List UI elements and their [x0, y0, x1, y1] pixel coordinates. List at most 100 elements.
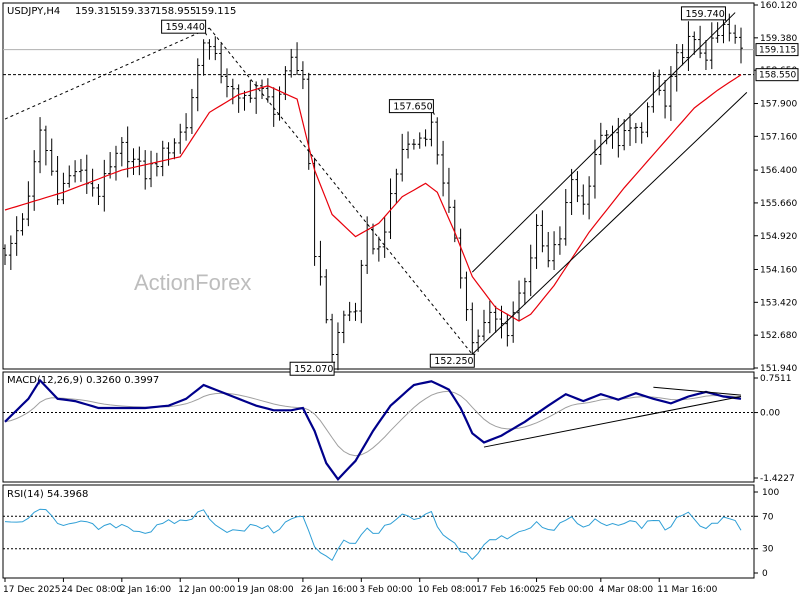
ohlc-bar — [517, 280, 522, 321]
macd-y-axis: 0.7511 0.00 -1.4227 — [754, 374, 795, 484]
ohlc-bar — [546, 231, 551, 268]
ohlc-bar — [184, 113, 189, 141]
ohlc-bar — [213, 36, 218, 61]
ohlc-bar — [324, 269, 329, 324]
ohlc-bar — [166, 142, 171, 166]
annotation-text: 152.070 — [294, 364, 333, 375]
macd-panel-frame — [2, 371, 755, 483]
ohlc-bar — [61, 172, 66, 205]
y-tick-label: 157.160 — [760, 132, 797, 142]
ohlc-bar — [295, 42, 300, 75]
ohlc-bar — [143, 150, 148, 190]
rsi-tick-label: 100 — [762, 488, 779, 498]
ohlc-bar — [680, 44, 685, 66]
ohlc-bar — [353, 302, 358, 321]
price-tag-text: 158.550 — [759, 71, 796, 81]
ohlc-bar — [435, 117, 440, 165]
x-tick-label: 24 Dec 08:00 — [61, 585, 122, 595]
y-tick-label: 153.420 — [760, 298, 797, 308]
ohlc-bar — [38, 117, 43, 174]
macd-tick-label: 0.00 — [760, 409, 780, 419]
price-annotations: 159.440 152.070 157.650 152.250 159.740 — [161, 6, 727, 376]
annotation-text: 157.650 — [393, 102, 432, 113]
ohlc-bar — [102, 159, 107, 212]
ohlc-bar — [230, 78, 235, 105]
price-y-axis: 160.120159.380158.650157.900157.160156.4… — [754, 1, 799, 374]
y-tick-label: 154.920 — [760, 232, 797, 242]
ohlc-bar — [622, 119, 627, 151]
ohlc-bar — [113, 145, 118, 181]
trendline-2 — [209, 27, 473, 355]
ohlc-bar — [452, 199, 457, 243]
ohlc-bar — [318, 240, 323, 286]
ohlc-bar — [300, 61, 305, 90]
rsi-y-axis: 100 70 30 0 — [754, 488, 779, 579]
ohlc-bar — [14, 216, 19, 256]
ohlc-bar — [657, 69, 662, 96]
price-tag-text: 159.115 — [759, 46, 796, 56]
rsi-layer — [3, 508, 754, 562]
watermark: ActionForex — [134, 270, 251, 295]
ohlc-bar — [394, 168, 399, 204]
rsi-label: RSI(14) 54.3968 — [7, 489, 88, 500]
price-panel-frame — [2, 2, 755, 370]
ohlc-bar — [388, 178, 393, 240]
annotation-label: 159.440 — [161, 19, 208, 36]
rsi-tick-label: 70 — [762, 512, 774, 522]
ohlc-bar — [26, 181, 31, 227]
x-tick-label: 19 Jan 08:00 — [237, 585, 294, 595]
x-tick-label: 17 Feb 16:00 — [476, 585, 535, 595]
ohlc-bar — [67, 165, 72, 188]
rsi-tick-label: 30 — [762, 545, 774, 555]
ohlc-bars — [3, 10, 743, 371]
ohlc-bar — [224, 68, 229, 98]
ohlc-bar — [692, 31, 697, 55]
ohlc-bar — [49, 138, 54, 176]
current-price-tag: 159.115 — [755, 43, 799, 57]
ohlc-bar — [458, 228, 463, 289]
ohlc-bar — [207, 39, 212, 60]
moving-average-line — [4, 74, 742, 322]
ohlc-bar — [265, 78, 270, 103]
ohlc-bar — [417, 132, 422, 149]
y-tick-label: 151.940 — [760, 364, 797, 374]
ohlc-bar — [195, 58, 200, 112]
annotation-label: 152.070 — [289, 361, 336, 376]
ohlc-bar — [703, 40, 708, 71]
ohlc-bar — [464, 271, 469, 321]
ohlc-bar — [96, 184, 101, 205]
ohlc-bar — [528, 244, 533, 297]
rsi-panel-frame — [2, 484, 755, 579]
ohlc-bar — [739, 27, 743, 64]
ohlc-bar — [598, 122, 603, 165]
ohlc-bar — [592, 139, 597, 199]
ohlc-bar — [534, 214, 539, 269]
ohlc-bar — [330, 313, 335, 363]
macd-label: MACD(12,26,9) 0.3260 0.3997 — [7, 375, 159, 386]
ohlc-bar — [260, 79, 265, 100]
ohlc-bar — [201, 39, 206, 76]
ohlc-bar — [271, 87, 276, 127]
header-open: 159.315 — [75, 6, 116, 17]
ohlc-bar — [411, 139, 416, 150]
y-tick-label: 157.900 — [760, 100, 797, 110]
trendline-4 — [471, 12, 736, 273]
ohlc-bar — [563, 188, 568, 246]
ohlc-bar — [663, 80, 668, 119]
macd-layer — [3, 378, 754, 482]
ohlc-bar — [487, 300, 492, 334]
ohlc-bar — [522, 277, 527, 305]
ohlc-bar — [406, 131, 411, 159]
ohlc-bar — [698, 25, 703, 59]
ohlc-bar — [709, 22, 714, 70]
ohlc-bar — [569, 168, 574, 216]
ohlc-bar — [359, 259, 364, 324]
x-tick-label: 12 Jan 00:00 — [178, 585, 235, 595]
annotation-text: 159.740 — [685, 9, 724, 20]
ohlc-bar — [481, 309, 486, 341]
ohlc-bar — [715, 22, 720, 43]
ohlc-bar — [78, 158, 83, 182]
annotation-label: 157.650 — [388, 99, 435, 115]
